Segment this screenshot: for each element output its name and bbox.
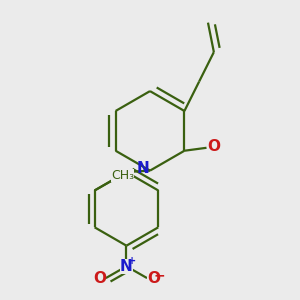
Text: O: O	[207, 139, 220, 154]
Text: −: −	[154, 268, 165, 282]
Text: O: O	[93, 271, 106, 286]
Text: O: O	[147, 271, 160, 286]
Text: +: +	[128, 256, 136, 266]
Text: N: N	[136, 161, 149, 176]
Text: N: N	[120, 259, 133, 274]
Text: CH₃: CH₃	[111, 169, 134, 182]
